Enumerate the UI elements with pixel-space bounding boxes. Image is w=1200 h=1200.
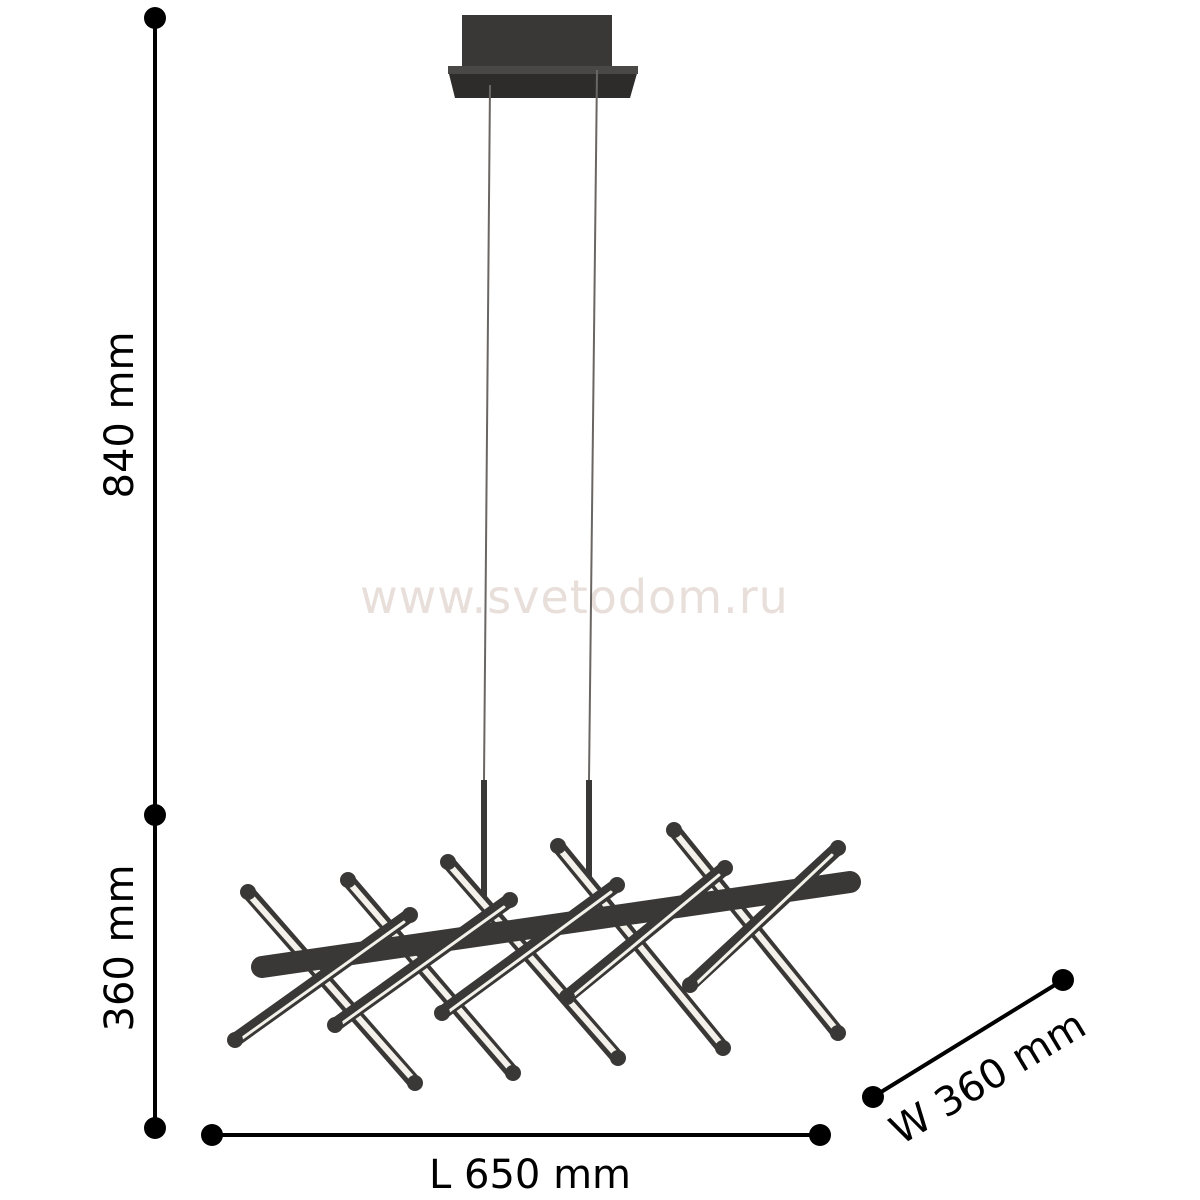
tube-end-cap xyxy=(666,822,682,838)
dimension-dot xyxy=(201,1124,223,1146)
length-label: L 650 mm xyxy=(429,1152,631,1198)
tube-end-cap xyxy=(240,884,256,900)
tube-end-cap xyxy=(440,854,456,870)
tube-end-cap xyxy=(830,840,846,856)
dark-tube-glow xyxy=(239,920,406,1041)
suspension-wire xyxy=(588,69,598,781)
width-dimension-line xyxy=(871,978,1065,1099)
dimension-dot xyxy=(1052,969,1074,991)
body-height-label: 360 mm xyxy=(97,864,143,1032)
suspension-wire xyxy=(483,84,491,781)
light-tube-glow xyxy=(449,865,617,1055)
tube-end-cap xyxy=(550,838,566,854)
tube-end-cap xyxy=(402,907,418,923)
tube-end-cap xyxy=(682,977,698,993)
dark-tube xyxy=(328,893,517,1032)
dark-tube-glow xyxy=(339,905,506,1026)
ceiling-canopy xyxy=(448,15,638,98)
dark-tube-glow xyxy=(571,873,721,998)
tube-end-cap xyxy=(502,892,518,908)
dimension-dot xyxy=(144,7,166,29)
light-tube-glow xyxy=(559,849,722,1045)
tube-end-cap xyxy=(434,1005,450,1021)
tube-end-cap xyxy=(830,1025,846,1041)
tube-end-cap xyxy=(609,877,625,893)
dark-tube xyxy=(435,878,624,1020)
tube-end-cap xyxy=(715,1040,731,1056)
tube-end-cap xyxy=(407,1075,423,1091)
tube-end-cap xyxy=(227,1032,243,1048)
dark-tube xyxy=(228,908,417,1047)
dark-tube-glow xyxy=(446,890,613,1014)
dimension-dot xyxy=(144,804,166,826)
light-tube-glow xyxy=(349,883,512,1070)
tube-end-cap xyxy=(340,872,356,888)
total-height-label: 840 mm xyxy=(97,331,143,499)
watermark: www.svetodom.ru xyxy=(360,570,789,624)
tube-end-cap xyxy=(327,1017,343,1033)
tube-end-cap xyxy=(610,1050,626,1066)
dark-tube xyxy=(560,861,732,1004)
tube-end-cap xyxy=(559,989,575,1005)
dark-tube-glow xyxy=(694,853,834,986)
dimension-dot xyxy=(809,1124,831,1146)
light-tube-glow xyxy=(249,895,414,1080)
dimension-dot xyxy=(862,1086,884,1108)
dimension-dot xyxy=(144,1117,166,1139)
tube-end-cap xyxy=(505,1065,521,1081)
tube-end-cap xyxy=(717,860,733,876)
